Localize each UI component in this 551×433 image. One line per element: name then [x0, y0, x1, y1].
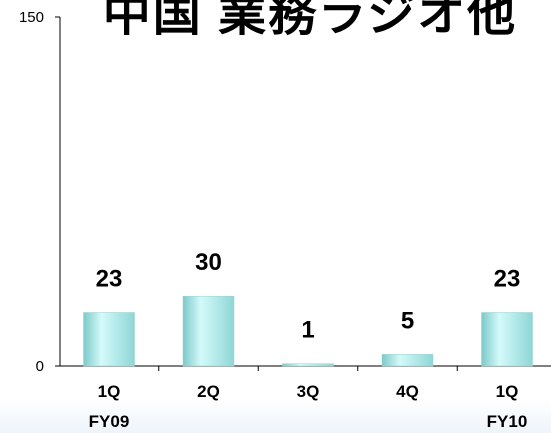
category-label: 1Q	[98, 382, 121, 401]
bar	[182, 295, 235, 367]
data-label: 30	[195, 249, 222, 276]
category-label-line2: FY10	[487, 412, 528, 431]
data-label: 23	[96, 265, 123, 292]
data-label: 23	[494, 265, 521, 292]
bar	[481, 312, 533, 367]
category-label-line2: FY09	[89, 412, 130, 431]
y-tick-label: 150	[19, 9, 44, 26]
data-label: 1	[301, 317, 314, 344]
category-label: 1Q	[496, 382, 519, 401]
category-label: 4Q	[396, 382, 419, 401]
data-label: 5	[401, 307, 414, 334]
category-label: 3Q	[297, 382, 320, 401]
category-label: 2Q	[197, 382, 220, 401]
chart-title: 中国 業務ラジオ他	[102, 0, 518, 41]
bar	[282, 363, 334, 367]
y-tick-label: 0	[36, 358, 44, 375]
bar	[381, 354, 434, 367]
bar	[83, 312, 135, 367]
